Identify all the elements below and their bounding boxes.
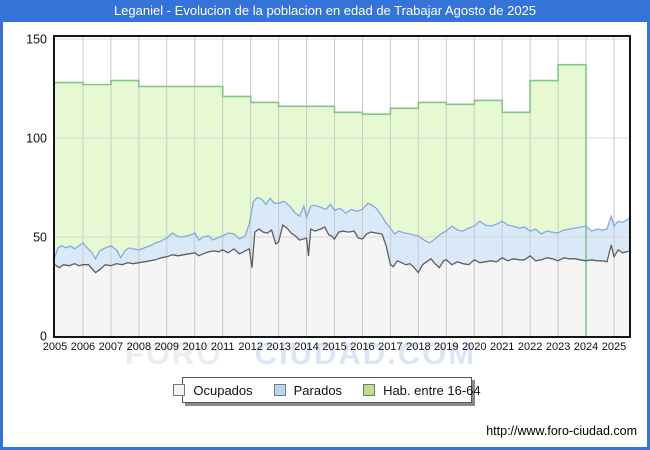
svg-text:2012: 2012 bbox=[238, 341, 262, 353]
svg-text:2023: 2023 bbox=[546, 341, 570, 353]
footer-url-link[interactable]: http://www.foro-ciudad.com bbox=[486, 424, 637, 438]
chart-title: Leganiel - Evolucion de la poblacion en … bbox=[0, 0, 650, 22]
svg-text:2005: 2005 bbox=[43, 341, 67, 353]
legend-item-ocupados: Ocupados bbox=[173, 382, 253, 398]
svg-text:2017: 2017 bbox=[378, 341, 402, 353]
legend-item-parados: Parados bbox=[273, 382, 343, 398]
watermark: FORO CIUDAD.COM bbox=[125, 336, 476, 372]
legend-label-ocupados: Ocupados bbox=[193, 382, 253, 398]
parados-swatch-icon bbox=[273, 384, 286, 396]
svg-text:2022: 2022 bbox=[518, 341, 542, 353]
svg-text:2024: 2024 bbox=[574, 341, 598, 353]
legend: Ocupados Parados Hab. entre 16-64 bbox=[173, 377, 481, 403]
svg-text:2006: 2006 bbox=[71, 341, 95, 353]
legend-label-parados: Parados bbox=[293, 382, 343, 398]
svg-text:100: 100 bbox=[26, 132, 47, 146]
svg-text:2010: 2010 bbox=[183, 341, 207, 353]
svg-text:150: 150 bbox=[26, 33, 47, 47]
svg-text:2009: 2009 bbox=[155, 341, 179, 353]
svg-text:2019: 2019 bbox=[434, 341, 458, 353]
watermark-foro: FORO bbox=[125, 336, 223, 371]
svg-text:2014: 2014 bbox=[294, 341, 318, 353]
svg-text:2007: 2007 bbox=[99, 341, 123, 353]
frame-border-right bbox=[647, 0, 650, 450]
svg-text:2008: 2008 bbox=[127, 341, 151, 353]
frame-border-left bbox=[0, 0, 3, 450]
frame-border-bottom bbox=[0, 447, 650, 450]
svg-text:2021: 2021 bbox=[490, 341, 514, 353]
legend-label-hab: Hab. entre 16-64 bbox=[383, 382, 481, 398]
legend-item-hab: Hab. entre 16-64 bbox=[363, 383, 481, 398]
svg-text:2016: 2016 bbox=[350, 341, 374, 353]
svg-text:2011: 2011 bbox=[211, 341, 235, 353]
watermark-ciudad: CIUDAD.COM bbox=[254, 336, 477, 371]
svg-text:2015: 2015 bbox=[322, 341, 346, 353]
svg-text:2013: 2013 bbox=[266, 341, 290, 353]
svg-text:2020: 2020 bbox=[462, 341, 486, 353]
svg-text:50: 50 bbox=[33, 231, 47, 245]
svg-text:0: 0 bbox=[40, 330, 47, 344]
svg-text:2018: 2018 bbox=[406, 341, 430, 353]
svg-text:2025: 2025 bbox=[602, 341, 626, 353]
hab-swatch-icon bbox=[363, 384, 376, 396]
ocupados-swatch-icon bbox=[173, 384, 186, 396]
